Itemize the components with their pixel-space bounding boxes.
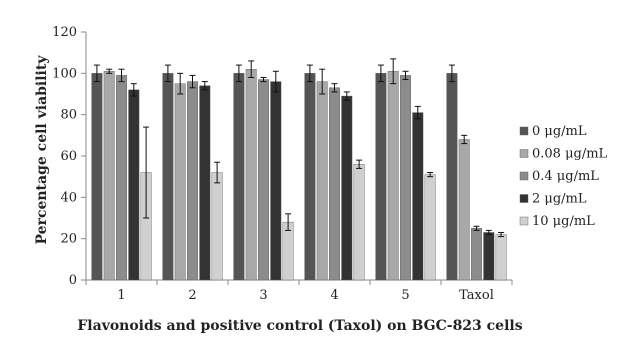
bar — [483, 232, 495, 281]
bar — [316, 81, 328, 281]
bar — [199, 85, 211, 281]
y-tick-label: 60 — [60, 149, 77, 164]
x-tick-label: 2 — [188, 288, 196, 303]
bar — [245, 68, 257, 281]
bar — [211, 172, 223, 281]
bar — [116, 75, 127, 281]
legend-label: 2 μg/mL — [532, 192, 587, 207]
legend-swatch — [519, 216, 529, 226]
bar — [412, 112, 424, 281]
bar — [162, 73, 174, 281]
legend-label: 0 μg/mL — [532, 124, 587, 139]
legend-swatch — [519, 126, 529, 136]
legend-label: 10 μg/mL — [532, 214, 595, 229]
x-axis-title: Flavonoids and positive control (Taxol) … — [77, 318, 522, 334]
bar — [400, 75, 411, 281]
bar — [258, 79, 269, 281]
bar — [270, 81, 282, 281]
bar — [446, 73, 458, 281]
bar — [387, 71, 399, 281]
bar — [103, 71, 115, 281]
y-tick-label: 0 — [69, 273, 77, 288]
bar — [341, 95, 353, 281]
y-axis: 0 20 40 60 80 100 120 — [52, 25, 87, 288]
x-tick-label: 4 — [330, 288, 338, 303]
legend-swatch — [519, 194, 529, 203]
legend-swatch — [519, 149, 529, 158]
bar — [128, 89, 140, 281]
bar — [375, 73, 387, 281]
bar — [495, 234, 507, 281]
y-tick-label: 40 — [60, 190, 77, 205]
legend: 0 μg/mL 0.08 μg/mL 0.4 μg/mL 2 μg/mL 10 μg/m… — [519, 124, 608, 229]
bar — [233, 73, 245, 281]
y-tick-label: 120 — [52, 25, 77, 40]
y-axis-title: Percentage cell viability — [34, 55, 50, 245]
y-tick-label: 80 — [60, 108, 77, 123]
bar — [424, 174, 436, 281]
bar — [471, 228, 482, 281]
y-tick-label: 20 — [60, 232, 77, 247]
legend-label: 0.4 μg/mL — [532, 169, 599, 184]
legend-label: 0.08 μg/mL — [532, 147, 608, 162]
x-tick-label: 3 — [259, 288, 267, 303]
x-axis: 1 2 3 4 5 Taxol — [85, 279, 513, 303]
bar — [174, 83, 186, 281]
x-tick-label: 1 — [117, 288, 125, 303]
bar — [91, 73, 103, 281]
bar — [304, 73, 316, 281]
bar — [353, 164, 365, 281]
legend-swatch — [519, 171, 529, 181]
bar — [458, 139, 470, 281]
x-tick-label: 5 — [401, 288, 409, 303]
bar-series-group — [91, 58, 507, 281]
y-tick-label: 100 — [52, 66, 77, 81]
bar — [329, 87, 340, 281]
bar — [187, 81, 198, 281]
x-tick-label: Taxol — [459, 288, 494, 303]
